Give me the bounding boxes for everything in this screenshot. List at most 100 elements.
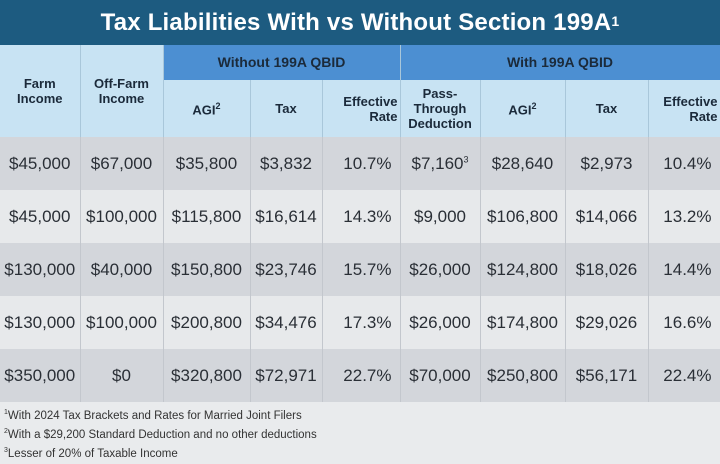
cell-value: $115,800: [171, 206, 242, 226]
cell-tax-without: $23,746: [250, 243, 323, 296]
cell-value: $34,476: [255, 312, 317, 332]
cell-value: $350,000: [4, 365, 76, 385]
table-row: $130,000 $40,000 $150,800 $23,746 15.7% $26,0…: [0, 243, 720, 296]
cell-value: $45,000: [9, 206, 71, 226]
cell-value: $130,000: [4, 259, 76, 279]
cell-tax-without: $3,832: [250, 137, 323, 190]
cell-value: $14,066: [575, 206, 638, 226]
cell-rate-with: 13.2%: [648, 190, 720, 243]
table-row: $350,000 $0 $320,800 $72,971 22.7% $70,000 $25…: [0, 349, 720, 402]
cell-value: 16.6%: [663, 312, 712, 332]
header-group-without: Without 199A QBID: [163, 45, 401, 80]
header-group-with: With 199A QBID: [400, 45, 720, 80]
cell-value: $35,800: [175, 153, 238, 173]
cell-value: $130,000: [4, 312, 76, 332]
cell-off-farm: $100,000: [80, 296, 164, 349]
cell-rate-with: 10.4%: [648, 137, 720, 190]
tax-table: Farm Income Off-Farm Income Without 199A…: [0, 45, 720, 402]
table-row: $130,000 $100,000 $200,800 $34,476 17.3% $26,…: [0, 296, 720, 349]
footnote-text: Lesser of 20% of Taxable Income: [7, 447, 178, 460]
cell-value: $29,026: [575, 312, 638, 332]
title-footnote-mark: 1: [611, 12, 620, 29]
cell-value: $9,000: [414, 206, 466, 226]
cell-value: $26,000: [409, 312, 471, 332]
footnote-mark: 1: [4, 409, 8, 416]
cell-value: $100,000: [86, 312, 157, 332]
cell-deduction: $9,000: [400, 190, 481, 243]
cell-agi-with: $124,800: [480, 243, 566, 296]
footnote-text: With 2024 Tax Brackets and Rates for Mar…: [7, 409, 302, 422]
header-agi-text: AGI: [508, 102, 532, 118]
header-agi-text: AGI: [192, 102, 216, 118]
cell-value: $124,800: [487, 259, 558, 279]
cell-value: 22.4%: [663, 365, 712, 385]
footnote: 1With 2024 Tax Brackets and Rates for Ma…: [4, 405, 716, 424]
cell-deduction: $26,000: [400, 243, 481, 296]
header-off-farm-income: Off-Farm Income: [80, 45, 164, 137]
header-rate-with: Effective Rate: [648, 80, 720, 137]
footnote: 2With a $29,200 Standard Deduction and n…: [4, 424, 716, 443]
cell-value: $18,026: [575, 259, 638, 279]
cell-rate-without: 15.7%: [322, 243, 401, 296]
cell-value: $26,000: [409, 259, 471, 279]
cell-value: $16,614: [255, 206, 317, 226]
header-tax-without: Tax: [250, 80, 323, 137]
cell-off-farm: $0: [80, 349, 164, 402]
footnote-mark: 2: [4, 427, 8, 435]
header-agi-with: AGI2: [480, 80, 566, 137]
cell-rate-with: 16.6%: [648, 296, 720, 349]
header-farm-income: Farm Income: [0, 45, 81, 137]
cell-value: $2,973: [580, 153, 633, 173]
cell-value: $40,000: [90, 259, 153, 279]
header-agi-note: 2: [531, 101, 537, 112]
cell-value: $250,800: [487, 365, 558, 385]
cell-off-farm: $67,000: [80, 137, 164, 190]
cell-deduction: $70,000: [400, 349, 481, 402]
cell-value: $67,000: [90, 153, 153, 173]
cell-agi-with: $28,640: [480, 137, 566, 190]
cell-tax-with: $18,026: [565, 243, 649, 296]
header-tax-with: Tax: [565, 80, 649, 137]
cell-tax-without: $16,614: [250, 190, 323, 243]
cell-off-farm: $100,000: [80, 190, 164, 243]
cell-agi-without: $35,800: [163, 137, 251, 190]
cell-tax-with: $56,171: [565, 349, 649, 402]
cell-value: $100,000: [86, 206, 157, 226]
cell-agi-without: $150,800: [163, 243, 251, 296]
cell-value: 13.2%: [663, 206, 712, 226]
table-title: Tax Liabilities With vs Without Section …: [0, 0, 720, 45]
cell-rate-without: 14.3%: [322, 190, 401, 243]
cell-value: 22.7%: [343, 365, 392, 385]
cell-tax-with: $2,973: [565, 137, 649, 190]
cell-agi-without: $115,800: [163, 190, 251, 243]
cell-value: $200,800: [171, 312, 242, 332]
cell-agi-with: $174,800: [480, 296, 566, 349]
cell-value: 10.4%: [663, 153, 712, 173]
cell-value: $0: [112, 365, 131, 385]
cell-value: $7,160: [411, 153, 464, 173]
cell-farm: $45,000: [0, 137, 81, 190]
footnote-mark: 3: [4, 446, 8, 454]
header-pass-through: Pass-Through Deduction: [400, 80, 481, 137]
cell-agi-without: $200,800: [163, 296, 251, 349]
cell-value: $56,171: [575, 365, 638, 385]
cell-value: $23,746: [255, 259, 317, 279]
title-text: Tax Liabilities With vs Without Section …: [100, 8, 612, 36]
cell-deduction: $7,1603: [400, 137, 481, 190]
cell-farm: $350,000: [0, 349, 81, 402]
cell-value: $320,800: [171, 365, 242, 385]
cell-farm: $130,000: [0, 296, 81, 349]
cell-value: $106,800: [487, 206, 558, 226]
cell-value: $174,800: [487, 312, 558, 332]
cell-rate-with: 22.4%: [648, 349, 720, 402]
cell-deduction: $26,000: [400, 296, 481, 349]
cell-farm: $45,000: [0, 190, 81, 243]
cell-value: 17.3%: [343, 312, 392, 332]
header-rate-without: Effective Rate: [322, 80, 401, 137]
cell-rate-with: 14.4%: [648, 243, 720, 296]
cell-value: $3,832: [260, 153, 312, 173]
cell-agi-with: $250,800: [480, 349, 566, 402]
cell-value: 15.7%: [343, 259, 392, 279]
cell-tax-without: $72,971: [250, 349, 323, 402]
cell-value: $70,000: [409, 365, 471, 385]
